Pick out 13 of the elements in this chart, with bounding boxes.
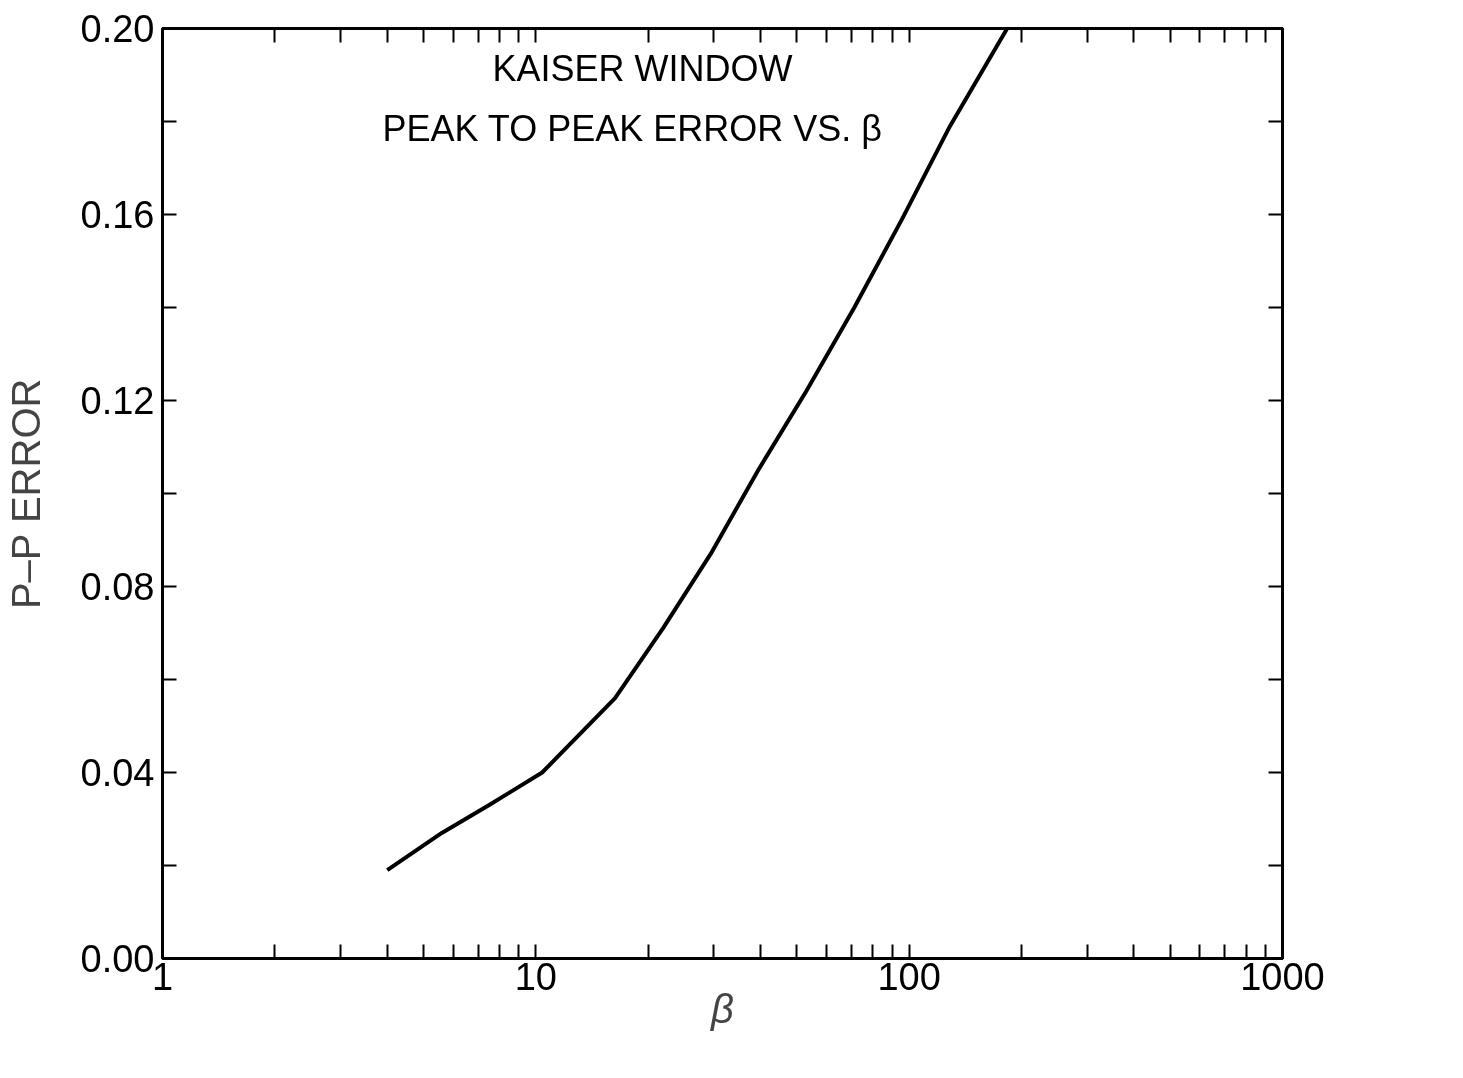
y-tick-label: 0.20	[80, 8, 155, 50]
y-tick-label: 0.04	[80, 752, 155, 794]
x-axis-title: β	[710, 986, 734, 1031]
annotation: PEAK TO PEAK ERROR VS. β	[382, 107, 882, 149]
annotation: KAISER WINDOW	[492, 47, 793, 89]
y-tick-label: 0.00	[80, 938, 155, 980]
x-tick-label: 10	[514, 955, 557, 998]
y-axis-title: P–P ERROR	[3, 378, 48, 610]
y-tick-label: 0.12	[80, 380, 155, 422]
y-tick-label: 0.16	[80, 194, 155, 236]
x-tick-label: 1000	[1240, 955, 1325, 998]
x-tick-label: 100	[877, 955, 941, 998]
y-tick-label: 0.08	[80, 566, 155, 608]
